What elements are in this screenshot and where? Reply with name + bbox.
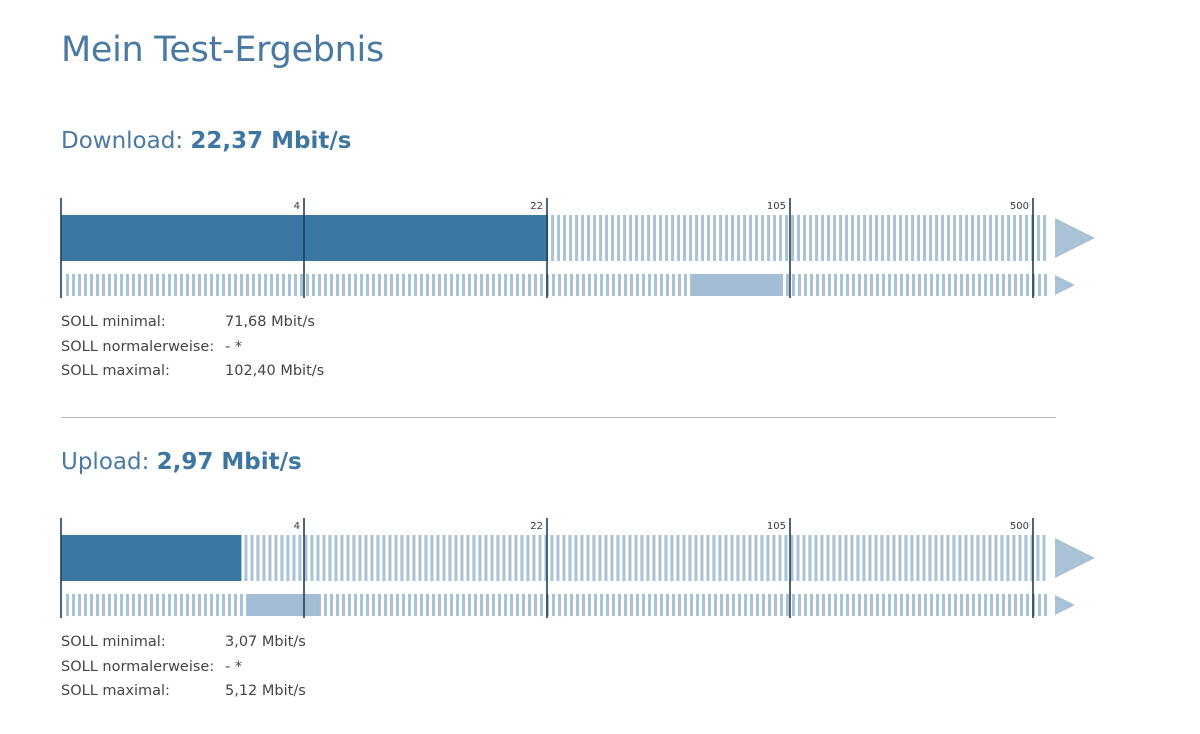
download-soll-minimal: SOLL minimal: 71,68 Mbit/s [61,310,324,335]
download-soll-list: SOLL minimal: 71,68 Mbit/s SOLL normalerw… [61,310,324,384]
upload-tick-label: 4 [294,521,300,532]
soll-label: SOLL normalerweise: [61,658,215,675]
upload-range-arrow [1055,595,1075,615]
upload-main-stripes [244,535,1046,581]
upload-soll-list: SOLL minimal: 3,07 Mbit/s SOLL normalerwe… [61,630,306,704]
soll-value: 5,12 Mbit/s [225,683,306,699]
download-soll-normal: SOLL normalerweise: - * [61,335,324,360]
download-tick-label: 500 [1010,201,1029,212]
page-title: Mein Test-Ergebnis [61,30,384,70]
download-main-arrow [1055,218,1095,258]
upload-tick-label: 105 [767,521,786,532]
soll-value: 71,68 Mbit/s [225,314,315,330]
upload-main-arrow [1055,538,1095,578]
download-value: 22,37 Mbit/s [190,128,352,154]
download-tick-label: 22 [530,201,543,212]
upload-value: 2,97 Mbit/s [156,449,302,475]
download-tick-label: 4 [294,201,300,212]
upload-soll-maximal: SOLL maximal: 5,12 Mbit/s [61,679,306,704]
download-range-stripes [66,274,1047,296]
download-tick-label: 105 [767,201,786,212]
upload-measured-bar [61,535,242,581]
download-soll-maximal: SOLL maximal: 102,40 Mbit/s [61,359,324,384]
section-divider [61,417,1056,418]
download-soll-range [692,274,783,296]
download-main-stripes [551,215,1047,261]
upload-tick-label: 500 [1010,521,1029,532]
upload-label: Upload: [61,449,150,475]
soll-value: 102,40 Mbit/s [225,363,325,379]
upload-tick-label: 22 [530,521,543,532]
upload-range-stripes [66,594,1047,616]
download-range-arrow [1055,275,1075,295]
upload-soll-minimal: SOLL minimal: 3,07 Mbit/s [61,630,306,655]
soll-label: SOLL minimal: [61,314,166,330]
soll-value: - * [225,338,243,355]
soll-label: SOLL maximal: [61,683,170,699]
download-label: Download: [61,128,184,154]
upload-heading: Upload: 2,97 Mbit/s [61,449,302,475]
soll-value: 3,07 Mbit/s [225,634,306,650]
upload-soll-normal: SOLL normalerweise: - * [61,655,306,680]
soll-label: SOLL maximal: [61,363,170,379]
upload-soll-range [247,594,320,616]
soll-value: - * [225,658,243,675]
soll-label: SOLL normalerweise: [61,338,215,355]
soll-label: SOLL minimal: [61,634,166,650]
download-heading: Download: 22,37 Mbit/s [61,128,351,154]
